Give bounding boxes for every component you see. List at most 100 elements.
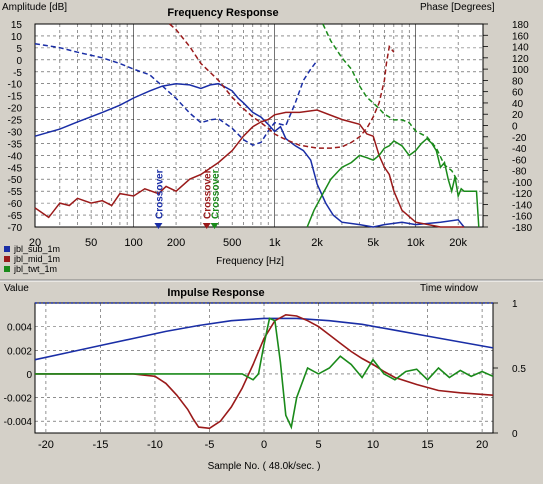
fr-y-tick-label-left: -60 [8, 199, 23, 210]
ir-left-axis-label: Value [4, 283, 29, 294]
fr-series-jbl_twt_1m-amplitude [306, 137, 480, 228]
crossover-label: Crossover [211, 169, 222, 219]
ir-x-tick-label: 10 [367, 439, 379, 451]
fr-y-tick-label-right: 160 [512, 31, 529, 42]
fr-y-tick-label-right: -80 [512, 167, 527, 178]
fr-y-tick-label-right: 180 [512, 20, 529, 31]
fr-y-tick-label-left: -65 [8, 211, 23, 222]
ir-x-tick-label: -5 [205, 439, 215, 451]
fr-y-tick-label-left: -70 [8, 223, 23, 234]
fr-y-tick-label-right: -120 [512, 189, 532, 200]
ir-tick-labels: -20 -15 -10 -5 0 5 10 15 200.0040.0020-0.002-0.0… [4, 299, 527, 451]
fr-x-tick-label: 100 [124, 237, 142, 249]
crossover-label: Crossover [154, 169, 165, 219]
fr-x-tick-label: 500 [223, 237, 241, 249]
ir-title: Impulse Response [167, 287, 264, 299]
legend-swatch [4, 246, 10, 252]
ir-y-tick-label-left: -0.002 [4, 394, 33, 405]
fr-x-axis-label: Frequency [Hz] [216, 256, 284, 267]
fr-y-tick-label-right: 80 [512, 76, 524, 87]
fr-title: Frequency Response [167, 7, 278, 19]
fr-y-tick-label-left: -25 [8, 116, 23, 127]
fr-y-tick-label-left: -55 [8, 187, 23, 198]
crossover-label: Crossover [203, 169, 214, 219]
fr-y-tick-label-left: -15 [8, 92, 23, 103]
ir-grid [35, 303, 493, 433]
fr-y-tick-label-right: -100 [512, 178, 532, 189]
fr-y-tick-label-right: 140 [512, 43, 529, 54]
fr-y-tick-label-left: -30 [8, 127, 23, 138]
fr-y-tick-label-right: -160 [512, 212, 532, 223]
ir-x-axis-label: Sample No. ( 48.0k/sec. ) [208, 461, 321, 472]
fr-y-tick-label-right: -40 [512, 144, 527, 155]
ir-right-axis-label: Time window [420, 283, 479, 294]
fr-series-jbl_sub_1m-phase [34, 42, 318, 147]
fr-y-tick-label-left: -40 [8, 151, 23, 162]
ir-x-tick-label: -20 [38, 439, 54, 451]
fr-y-tick-label-left: 10 [11, 32, 23, 43]
fr-tick-labels: 20 50 100 200 500 1k 2k 5k 10k 20k151050-5-10-15-… [8, 20, 533, 249]
fr-x-tick-label: 10k [407, 237, 425, 249]
ir-x-tick-label: 20 [476, 439, 488, 451]
fr-y-tick-label-right: 100 [512, 65, 529, 76]
fr-y-tick-label-left: 0 [16, 56, 22, 67]
fr-y-tick-label-right: 60 [512, 88, 524, 99]
legend-entry: jbl_twt_1m [13, 264, 57, 274]
ir-series-jbl_twt_1m [35, 317, 494, 430]
fr-y-tick-label-left: -10 [8, 80, 23, 91]
fr-series [34, 23, 480, 228]
crossover-marker [202, 223, 211, 229]
ir-x-tick-label: 15 [421, 439, 433, 451]
ir-y-tick-label-right: 0 [512, 429, 518, 440]
fr-y-tick-label-left: -20 [8, 104, 23, 115]
fr-y-tick-label-right: -140 [512, 200, 532, 211]
ir-y-tick-label-left: 0 [26, 370, 32, 381]
legend-entry: jbl_mid_1m [13, 254, 60, 264]
legend-entry: jbl_sub_1m [13, 244, 60, 254]
fr-x-tick-label: 20 [29, 237, 41, 249]
fr-y-tick-label-right: -180 [512, 223, 532, 234]
ir-x-tick-label: 5 [315, 439, 321, 451]
fr-y-tick-label-right: 120 [512, 54, 529, 65]
fr-x-tick-label: 200 [167, 237, 185, 249]
ir-x-tick-label: 0 [261, 439, 267, 451]
fr-y-tick-label-left: 5 [16, 44, 22, 55]
legend-swatch [4, 256, 10, 262]
ir-y-tick-label-right: 0.5 [512, 364, 526, 375]
fr-x-tick-label: 50 [85, 237, 97, 249]
ir-x-tick-label: -10 [147, 439, 163, 451]
fr-grid [34, 24, 484, 227]
fr-x-tick-label: 20k [449, 237, 467, 249]
ir-series [34, 302, 494, 430]
fr-y-tick-label-left: -5 [13, 68, 22, 79]
fr-y-tick-label-left: -50 [8, 175, 23, 186]
ir-series-jbl_sub_1m [34, 317, 494, 361]
ir-y-tick-label-left: 0.002 [7, 346, 32, 357]
crossover-marker [154, 223, 163, 229]
fr-y-tick-label-right: 20 [512, 110, 524, 121]
fr-y-tick-label-right: -60 [512, 155, 527, 166]
fr-y-tick-label-left: -45 [8, 163, 23, 174]
fr-series-jbl_mid_1m-amplitude [34, 109, 464, 228]
fr-x-tick-label: 5k [367, 237, 379, 249]
ir-series-jbl_mid_1m [35, 313, 494, 430]
ir-y-tick-label-left: 0.004 [7, 323, 32, 334]
impulse-response-chart: -20 -15 -10 -5 0 5 10 15 200.0040.0020-0.002-0.0… [4, 283, 527, 472]
fr-y-tick-label-left: -35 [8, 139, 23, 150]
legend-swatch [4, 266, 10, 272]
fr-series-jbl_mid_1m-phase [169, 23, 395, 149]
crossover-marker [210, 223, 219, 229]
fr-left-axis-label: Amplitude [dB] [2, 2, 67, 13]
fr-right-axis-label: Phase [Degrees] [420, 2, 495, 13]
fr-y-tick-label-left: 15 [11, 20, 23, 31]
fr-x-tick-label: 2k [311, 237, 323, 249]
fr-x-tick-label: 1k [269, 237, 281, 249]
fr-plot-area [34, 23, 484, 228]
fr-y-tick-label-right: -20 [512, 133, 527, 144]
ir-x-tick-label: -15 [92, 439, 108, 451]
ir-y-tick-label-right: 1 [512, 299, 518, 310]
fr-y-tick-label-right: 40 [512, 99, 524, 110]
